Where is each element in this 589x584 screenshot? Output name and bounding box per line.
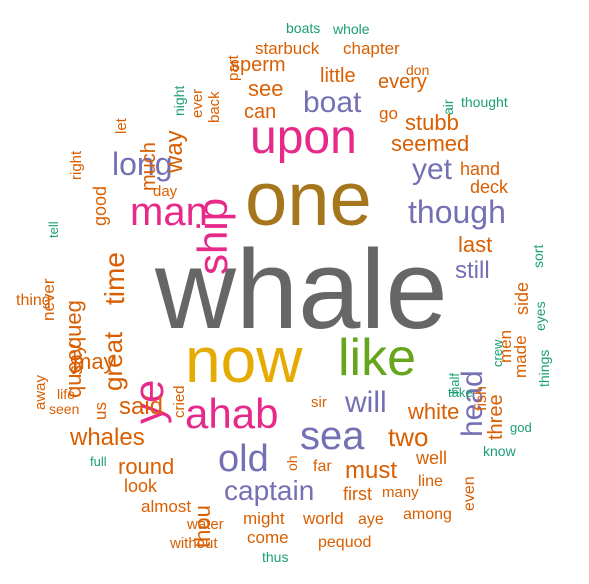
word-still: still [455,257,490,284]
word-sort: sort [530,244,546,268]
word-day: day [153,183,178,200]
word-one: one [245,157,372,242]
word-seemed: seemed [391,131,470,156]
word-come: come [247,528,289,547]
word-take: take [448,385,473,400]
word-round: round [118,454,175,479]
word-oh: oh [284,455,300,471]
word-go: go [379,104,398,123]
word-hand: hand [460,159,501,179]
word-water: water [187,516,224,533]
word-good: good [90,185,110,226]
word-though: though [408,194,506,230]
word-first: first [343,484,372,504]
word-god: god [510,420,532,435]
word-things: things [536,349,552,387]
word-stubb: stubb [405,110,459,135]
word-man: man [130,190,208,234]
word-air: air [440,99,456,115]
word-little: little [320,65,356,87]
word-can: can [244,101,277,123]
word-thus: thus [262,549,289,565]
word-whale: whale [155,227,448,352]
word-away: away [32,374,49,410]
word-starbuck: starbuck [255,39,320,58]
word-white: white [408,399,460,424]
word-ahab: ahab [185,390,279,437]
word-chapter: chapter [343,39,400,58]
word-let: let [113,118,130,134]
word-last: last [458,232,493,257]
word-without: without [170,535,218,552]
word-don: don [406,62,430,78]
word-see: see [248,76,284,101]
word-way: way [161,130,188,173]
word-pequod: pequod [318,534,372,551]
word-many: many [382,484,419,501]
word-say: say [65,343,87,375]
word-boat: boat [303,86,362,119]
word-deck: deck [470,177,509,197]
word-sea: sea [300,414,365,458]
word-ship: ship [189,197,236,275]
word-time: time [99,252,130,305]
word-eyes: eyes [532,301,548,331]
word-fish: fish [473,386,490,411]
word-life: life [57,386,75,402]
word-whole: whole [333,21,370,37]
word-old: old [218,438,269,480]
word-like: like [338,329,417,387]
word-almost: almost [141,497,192,516]
word-crew: crew [490,339,505,367]
word-aye: aye [358,511,384,528]
word-ever: ever [189,88,206,118]
word-seen: seen [49,401,80,417]
word-thought: thought [461,94,508,110]
word-part: part [225,55,242,81]
word-line: line [418,473,443,490]
word-might: might [243,509,285,528]
word-sperm: sperm [230,54,286,76]
word-must: must [345,457,398,484]
word-whales: whales [70,424,145,451]
word-captain: captain [224,475,315,506]
word-among: among [403,506,452,523]
word-yet: yet [412,153,453,186]
word-know: know [483,443,516,459]
word-back: back [206,91,223,123]
word-look: look [124,476,158,496]
word-tell: tell [46,221,61,238]
word-boats: boats [286,20,321,36]
word-far: far [313,458,332,475]
word-us: us [91,402,110,420]
word-thing: thing [16,292,51,309]
word-said: said [119,393,164,420]
word-now: now [185,324,303,396]
word-long: long [112,146,173,182]
word-two: two [388,422,429,452]
word-right: right [68,150,85,180]
word-upon: upon [250,111,357,164]
word-even: even [461,476,478,511]
word-well: well [416,448,448,468]
word-full: full [90,454,107,469]
word-sir: sir [311,394,327,411]
word-night: night [171,85,187,116]
word-will: will [345,386,387,419]
word-side: side [512,281,532,315]
word-cried: cried [171,385,188,418]
word-every: every [378,71,427,93]
word-world: world [303,509,344,528]
word-may: may [73,349,115,374]
